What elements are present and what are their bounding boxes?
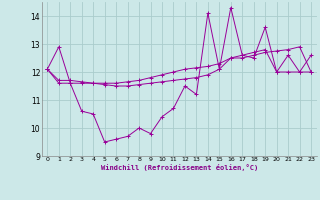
X-axis label: Windchill (Refroidissement éolien,°C): Windchill (Refroidissement éolien,°C)	[100, 164, 258, 171]
